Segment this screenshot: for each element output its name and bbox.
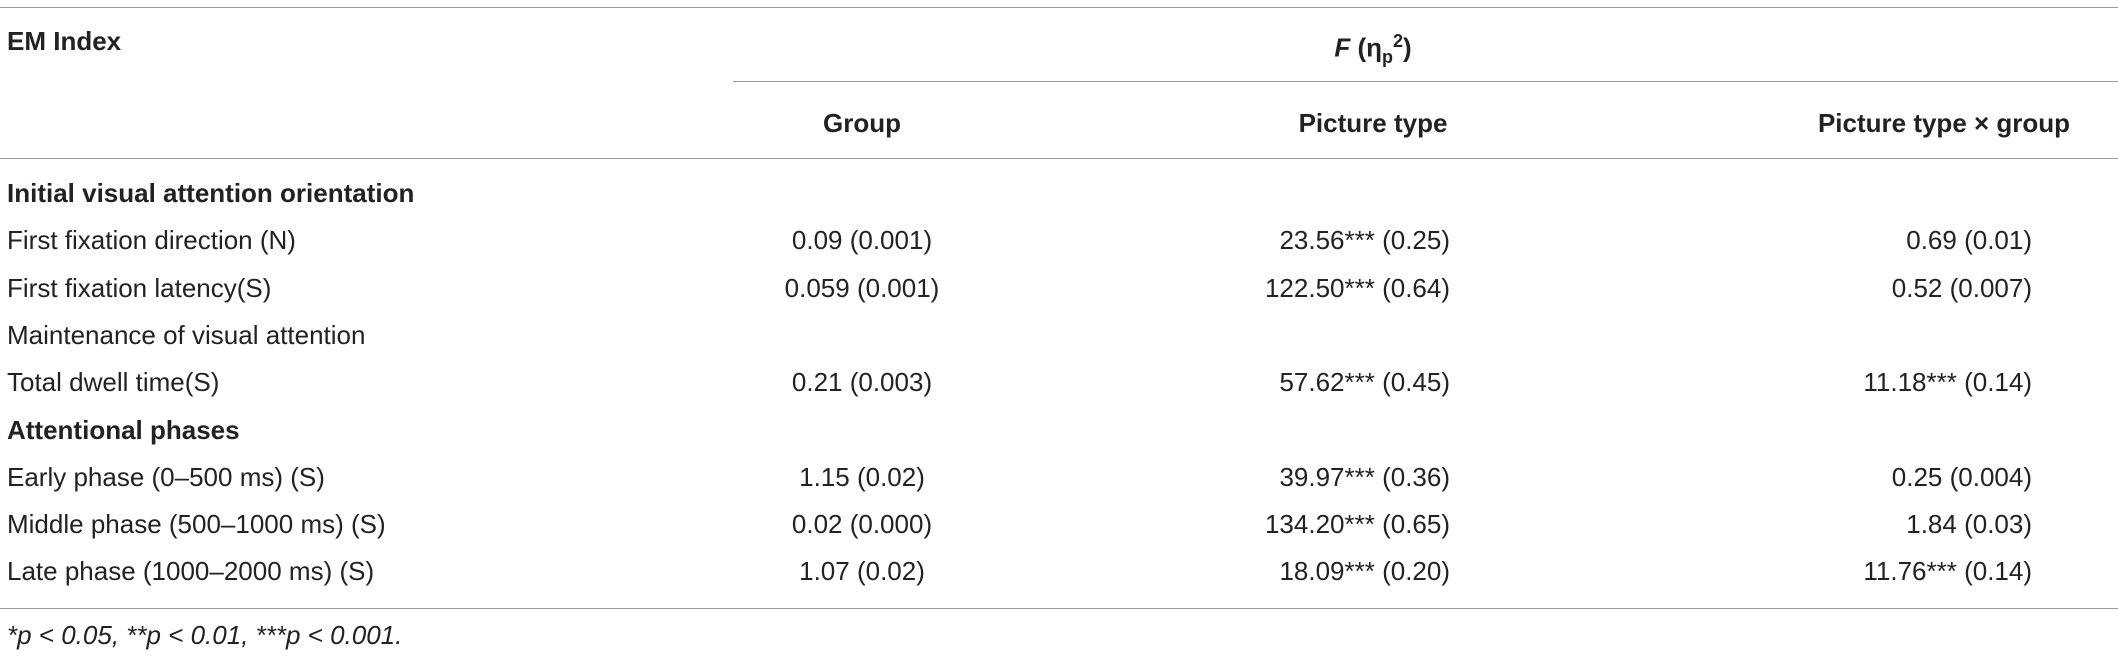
column-header: Picture type × group bbox=[1817, 108, 2071, 138]
row-label: First fixation direction (N) bbox=[7, 225, 296, 256]
table-cell: 18.09*** (0.20) bbox=[1279, 556, 1450, 587]
table-cell: 39.97*** (0.36) bbox=[1279, 461, 1450, 492]
bottom-rule bbox=[0, 608, 2118, 609]
table-cell: 0.059 (0.001) bbox=[784, 272, 940, 303]
footnote: *p < 0.05, **p < 0.01, ***p < 0.001. bbox=[7, 620, 403, 650]
table-cell: 0.09 (0.001) bbox=[791, 225, 933, 256]
first-column-header: EM Index bbox=[7, 26, 122, 56]
header-superscript: 2 bbox=[1392, 31, 1404, 51]
table-cell: 0.02 (0.000) bbox=[791, 509, 933, 540]
row-label: Maintenance of visual attention bbox=[7, 319, 366, 350]
header-subscript: p bbox=[1381, 46, 1393, 67]
row-label: Total dwell time(S) bbox=[7, 367, 220, 398]
row-label: Early phase (0–500 ms) (S) bbox=[7, 461, 325, 492]
table-cell: 134.20*** (0.65) bbox=[1264, 509, 1450, 540]
spanning-header: F (ηp2) bbox=[1334, 26, 1411, 72]
row-label: Late phase (1000–2000 ms) (S) bbox=[7, 556, 375, 587]
table-cell: 1.07 (0.02) bbox=[799, 556, 925, 587]
table-cell: 0.52 (0.007) bbox=[1891, 272, 2032, 303]
row-label: Middle phase (500–1000 ms) (S) bbox=[7, 509, 386, 540]
f-symbol: F bbox=[1334, 32, 1351, 63]
table-cell: 0.21 (0.003) bbox=[791, 367, 933, 398]
row-label: Attentional phases bbox=[7, 414, 240, 445]
table-cell: 11.76*** (0.14) bbox=[1863, 556, 2032, 587]
column-header: Picture type bbox=[1298, 108, 1448, 138]
table-cell: 57.62*** (0.45) bbox=[1279, 367, 1450, 398]
table-cell: 122.50*** (0.64) bbox=[1264, 272, 1450, 303]
table-cell: 11.18*** (0.14) bbox=[1863, 367, 2032, 398]
table-cell: 1.84 (0.03) bbox=[1906, 509, 2032, 540]
subheader-rule bbox=[0, 158, 2118, 159]
row-label: First fixation latency(S) bbox=[7, 272, 272, 303]
row-label: Initial visual attention orientation bbox=[7, 178, 415, 208]
top-rule bbox=[0, 7, 2118, 8]
header-close: ) bbox=[1403, 32, 1412, 63]
header-open: (η bbox=[1357, 32, 1382, 63]
column-header: Group bbox=[823, 108, 901, 138]
table-cell: 0.69 (0.01) bbox=[1906, 225, 2032, 256]
table-cell: 1.15 (0.02) bbox=[799, 461, 925, 492]
header-rule bbox=[733, 81, 2118, 82]
table-cell: 23.56*** (0.25) bbox=[1279, 225, 1450, 256]
table-cell: 0.25 (0.004) bbox=[1891, 461, 2032, 492]
